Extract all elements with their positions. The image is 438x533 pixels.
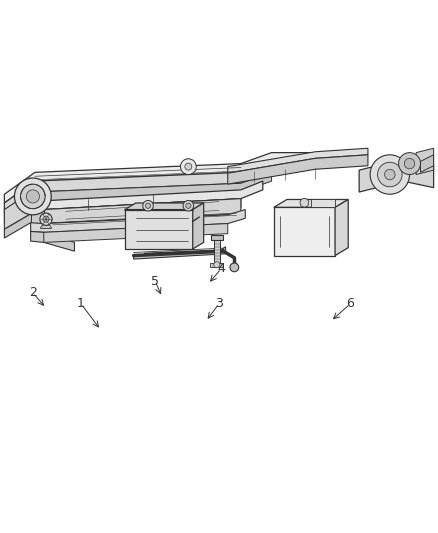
Circle shape — [14, 178, 51, 215]
Polygon shape — [4, 209, 53, 238]
Polygon shape — [125, 209, 193, 249]
Circle shape — [143, 200, 153, 211]
Circle shape — [185, 163, 192, 170]
Circle shape — [399, 152, 420, 174]
Polygon shape — [31, 231, 74, 251]
Text: 1: 1 — [77, 297, 85, 310]
Circle shape — [214, 262, 220, 268]
Circle shape — [43, 216, 49, 222]
Polygon shape — [335, 199, 348, 255]
Polygon shape — [274, 207, 335, 255]
Polygon shape — [40, 225, 52, 229]
Text: 3: 3 — [215, 297, 223, 310]
Polygon shape — [31, 209, 44, 223]
Polygon shape — [125, 203, 204, 209]
Polygon shape — [193, 203, 204, 249]
Circle shape — [180, 159, 196, 174]
Circle shape — [385, 169, 395, 180]
Circle shape — [145, 203, 151, 208]
Polygon shape — [211, 235, 223, 240]
Polygon shape — [311, 199, 335, 207]
Polygon shape — [31, 209, 245, 232]
Polygon shape — [210, 263, 223, 266]
Circle shape — [183, 200, 194, 211]
Polygon shape — [420, 155, 434, 172]
Polygon shape — [359, 159, 434, 192]
Polygon shape — [228, 155, 368, 184]
Polygon shape — [43, 219, 49, 227]
Circle shape — [21, 184, 45, 209]
Text: 6: 6 — [346, 297, 354, 310]
Circle shape — [300, 198, 309, 207]
Circle shape — [404, 158, 415, 169]
Circle shape — [378, 162, 402, 187]
Polygon shape — [44, 199, 241, 223]
Circle shape — [26, 190, 39, 203]
Text: 4: 4 — [217, 262, 225, 275]
Text: 2: 2 — [29, 286, 37, 300]
Polygon shape — [44, 181, 263, 209]
Polygon shape — [416, 148, 434, 174]
Circle shape — [186, 203, 191, 208]
Polygon shape — [4, 172, 272, 223]
Polygon shape — [134, 247, 226, 259]
Polygon shape — [44, 199, 241, 219]
Polygon shape — [228, 148, 368, 173]
Polygon shape — [4, 161, 272, 214]
Circle shape — [370, 155, 410, 194]
Circle shape — [230, 263, 239, 272]
Circle shape — [40, 213, 52, 225]
Polygon shape — [4, 192, 31, 229]
Polygon shape — [274, 199, 348, 207]
Polygon shape — [4, 152, 315, 203]
Text: 5: 5 — [152, 276, 159, 288]
Polygon shape — [214, 240, 220, 263]
Polygon shape — [44, 223, 228, 243]
